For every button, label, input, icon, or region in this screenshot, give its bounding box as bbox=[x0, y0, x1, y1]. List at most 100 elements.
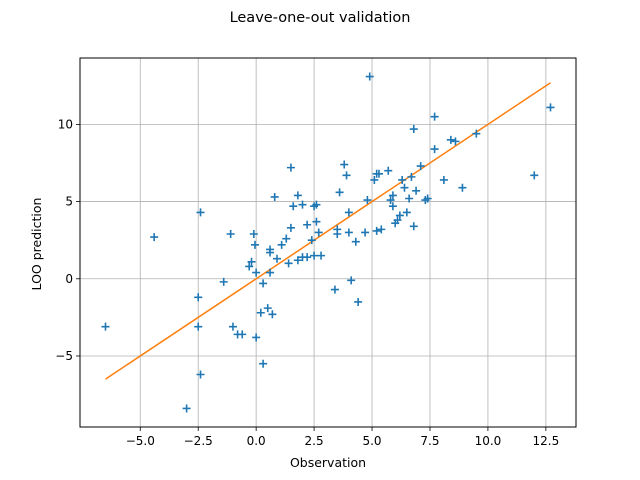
scatter-point bbox=[393, 216, 402, 225]
scatter-point bbox=[342, 171, 351, 180]
scatter-point bbox=[312, 217, 321, 226]
scatter-point bbox=[314, 228, 323, 237]
scatter-point bbox=[388, 202, 397, 211]
scatter-point bbox=[266, 268, 275, 277]
grid bbox=[80, 58, 576, 427]
y-tick-label: 5 bbox=[65, 195, 73, 209]
y-tick-label: 10 bbox=[58, 117, 73, 131]
scatter-point bbox=[182, 404, 191, 413]
scatter-point bbox=[250, 240, 259, 249]
scatter-point bbox=[446, 135, 455, 144]
x-tick-label: 12.5 bbox=[533, 434, 560, 448]
scatter-point bbox=[546, 103, 555, 112]
scatter-point bbox=[402, 208, 411, 217]
axis-ticks: −5.0 −2.5 0.0 2.5 5.0 7.5 10.0 12.5 −5 0 5 10 bbox=[55, 117, 559, 448]
y-tick-label: 0 bbox=[65, 272, 73, 286]
scatter-point bbox=[412, 186, 421, 195]
scatter-point bbox=[256, 308, 265, 317]
scatter-point bbox=[219, 277, 228, 286]
scatter-point bbox=[472, 129, 481, 138]
scatter-point bbox=[310, 251, 319, 260]
scatter-point bbox=[361, 228, 370, 237]
scatter-point bbox=[150, 233, 159, 242]
scatter-point bbox=[395, 211, 404, 220]
scatter-point bbox=[344, 228, 353, 237]
x-tick-label: −5.0 bbox=[126, 434, 155, 448]
scatter-point bbox=[458, 183, 467, 192]
x-tick-label: 10.0 bbox=[475, 434, 502, 448]
scatter-point bbox=[347, 276, 356, 285]
scatter-point bbox=[405, 194, 414, 203]
scatter-point bbox=[252, 268, 261, 277]
scatter-point bbox=[354, 297, 363, 306]
scatter-point bbox=[284, 259, 293, 268]
x-tick-label: 5.0 bbox=[362, 434, 381, 448]
scatter-point bbox=[252, 333, 261, 342]
scatter-point bbox=[363, 196, 372, 205]
x-axis-label: Observation bbox=[290, 455, 366, 470]
scatter-point bbox=[365, 72, 374, 81]
scatter-point bbox=[228, 322, 237, 331]
y-tick-label: −5 bbox=[55, 349, 73, 363]
scatter-point bbox=[317, 251, 326, 260]
scatter-point bbox=[400, 183, 409, 192]
scatter-point bbox=[303, 253, 312, 262]
y-axis-label: LOO prediction bbox=[29, 198, 44, 291]
scatter-point bbox=[398, 175, 407, 184]
scatter-point bbox=[386, 196, 395, 205]
scatter-point bbox=[407, 172, 416, 181]
scatter-point bbox=[372, 226, 381, 235]
x-tick-label: 2.5 bbox=[305, 434, 324, 448]
identity-line bbox=[105, 82, 551, 380]
scatter-point bbox=[312, 200, 321, 209]
scatter-point bbox=[259, 279, 268, 288]
x-tick-label: −2.5 bbox=[184, 434, 213, 448]
scatter-point bbox=[273, 254, 282, 263]
axes-frame bbox=[79, 57, 577, 428]
scatter-point bbox=[333, 230, 342, 239]
scatter-point bbox=[377, 225, 386, 234]
scatter-point bbox=[268, 310, 277, 319]
x-tick-label: 0.0 bbox=[247, 434, 266, 448]
scatter-point bbox=[416, 162, 425, 171]
scatter-point bbox=[307, 236, 316, 245]
scatter-point bbox=[344, 208, 353, 217]
scatter-point bbox=[351, 237, 360, 246]
scatter-point bbox=[409, 125, 418, 134]
scatter-point bbox=[277, 240, 286, 249]
chart-title: Leave-one-out validation bbox=[230, 10, 411, 26]
identity-line-segment bbox=[105, 82, 551, 380]
x-tick-label: 7.5 bbox=[420, 434, 439, 448]
scatter-point bbox=[370, 175, 379, 184]
scatter-point bbox=[388, 191, 397, 200]
scatter-point bbox=[282, 234, 291, 243]
scatter-point bbox=[298, 200, 307, 209]
scatter-point bbox=[430, 145, 439, 154]
scatter-point bbox=[101, 322, 110, 331]
scatter-point bbox=[330, 285, 339, 294]
scatter-point bbox=[196, 370, 205, 379]
scatter-point bbox=[270, 192, 279, 201]
scatter-points bbox=[101, 72, 555, 413]
scatter-point bbox=[259, 359, 268, 368]
scatter-point bbox=[249, 230, 258, 239]
scatter-point bbox=[384, 166, 393, 175]
scatter-point bbox=[286, 223, 295, 232]
scatter-point bbox=[226, 230, 235, 239]
scatter-point bbox=[286, 163, 295, 172]
scatter-point bbox=[194, 322, 203, 331]
scatter-point bbox=[238, 330, 247, 339]
scatter-point bbox=[430, 112, 439, 121]
scatter-point bbox=[293, 256, 302, 265]
scatter-point bbox=[340, 160, 349, 169]
scatter-point bbox=[247, 257, 256, 266]
scatter-point bbox=[266, 245, 275, 254]
scatter-point bbox=[451, 137, 460, 146]
scatter-point bbox=[530, 171, 539, 180]
scatter-point bbox=[439, 175, 448, 184]
scatter-point bbox=[409, 222, 418, 231]
scatter-point bbox=[335, 188, 344, 197]
scatter-point bbox=[194, 293, 203, 302]
scatter-point bbox=[196, 208, 205, 217]
